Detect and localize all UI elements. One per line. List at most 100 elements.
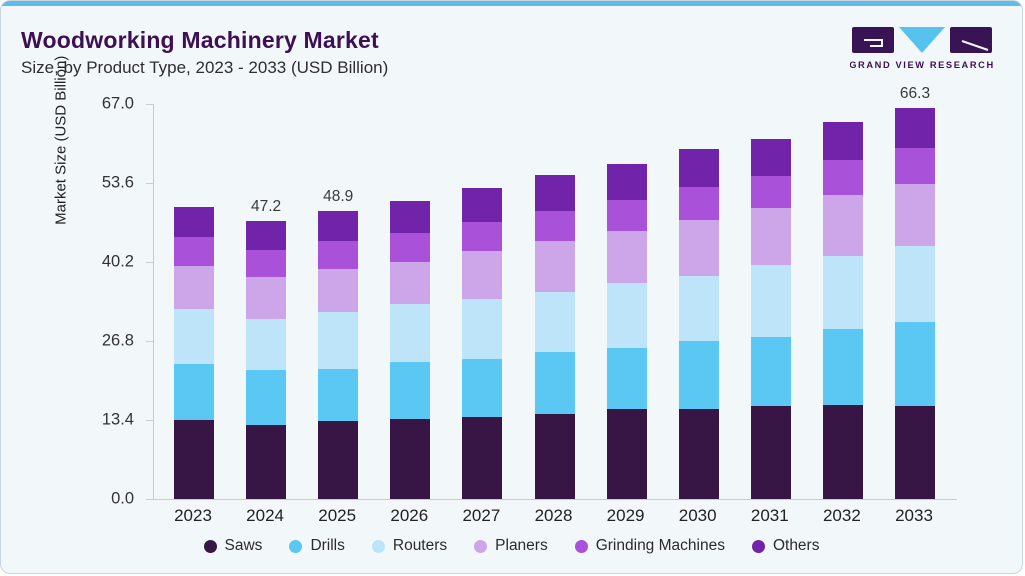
- legend-item-routers: Routers: [371, 537, 448, 555]
- bar-segment-routers: [390, 304, 431, 362]
- y-tick-mark: [146, 104, 153, 105]
- bar-value-label: 48.9: [323, 187, 354, 205]
- top-accent-bar: [1, 1, 1022, 6]
- bar-segment-saws: [318, 421, 359, 499]
- page-title: Woodworking Machinery Market: [21, 27, 379, 53]
- logo-g-glyph: [864, 39, 883, 47]
- bar-segment-planers: [750, 207, 791, 265]
- bar-segment-planers: [318, 269, 359, 312]
- bar-segment-saws: [606, 409, 647, 499]
- x-tick-label: 2031: [750, 506, 789, 525]
- grand-view-research-logo: GRAND VIEW RESEARCH: [850, 27, 995, 70]
- bar-segment-drills: [822, 329, 863, 405]
- x-tick-label: 2032: [822, 506, 861, 525]
- y-tick-mark: [146, 183, 153, 184]
- x-tick-label: 2030: [678, 506, 717, 525]
- bar-segment-grinding-machines: [534, 211, 575, 242]
- bar-segment-others: [606, 163, 647, 200]
- x-tick-label: 2033: [895, 506, 933, 525]
- bar-value-label: 47.2: [251, 197, 282, 215]
- bar-segment-routers: [174, 309, 214, 364]
- legend-item-saws: Saws: [203, 537, 263, 555]
- bar-segment-grinding-machines: [174, 237, 214, 266]
- bar-segment-grinding-machines: [822, 160, 863, 195]
- bar-segment-drills: [318, 368, 359, 422]
- bar-segment-drills: [750, 336, 791, 407]
- bar-segment-others: [462, 187, 503, 222]
- bar-segment-planers: [606, 230, 647, 283]
- legend-item-drills: Drills: [289, 537, 345, 555]
- bar-segment-routers: [246, 318, 287, 371]
- logo-r-block: [950, 27, 992, 53]
- bar-segment-saws: [895, 405, 935, 499]
- bar-segment-others: [895, 108, 935, 148]
- y-tick-label: 53.6: [101, 173, 134, 192]
- x-tick-label: 2028: [534, 506, 573, 525]
- y-tick-label: 26.8: [101, 331, 134, 350]
- bar-segment-saws: [750, 406, 791, 499]
- bar-segment-grinding-machines: [390, 232, 431, 262]
- bar-segment-others: [678, 149, 719, 187]
- bar-segment-saws: [390, 419, 431, 499]
- x-tick-label: 2029: [606, 506, 645, 525]
- x-tick-label: 2027: [462, 506, 501, 525]
- bar-segment-others: [246, 220, 287, 250]
- legend-label: Grinding Machines: [595, 537, 725, 554]
- bar-segment-grinding-machines: [678, 186, 719, 221]
- bar-segment-routers: [462, 299, 503, 359]
- bar-segment-drills: [534, 352, 575, 415]
- bar-segment-grinding-machines: [462, 221, 503, 252]
- bar-segment-routers: [750, 264, 791, 337]
- y-tick-mark: [146, 262, 153, 263]
- legend-item-planers: Planers: [474, 537, 548, 555]
- legend-swatch-icon: [371, 539, 385, 553]
- bar-segment-grinding-machines: [895, 147, 935, 184]
- bar-segment-saws: [462, 417, 503, 499]
- bar-segment-routers: [822, 256, 863, 330]
- plot-area: 47.2 48.9 66.3: [153, 85, 957, 500]
- legend-label: Routers: [392, 537, 448, 554]
- bar-segment-planers: [174, 265, 214, 310]
- bar-segment-drills: [895, 322, 935, 406]
- bar-segment-drills: [462, 358, 503, 418]
- y-tick-mark: [146, 499, 153, 500]
- x-tick-label: 2023: [174, 506, 212, 525]
- bar-segment-others: [750, 138, 791, 176]
- legend-label: Others: [772, 537, 820, 554]
- x-tick-label: 2025: [318, 506, 357, 525]
- logo-v-triangle: [899, 27, 945, 53]
- x-tick-label: 2024: [246, 506, 284, 525]
- bar-segment-others: [174, 206, 214, 238]
- bar-value-label: 66.3: [899, 85, 931, 103]
- y-axis-title: Market Size (USD Billion): [52, 55, 70, 225]
- legend-label: Saws: [224, 537, 263, 554]
- legend-label: Drills: [310, 537, 345, 554]
- y-tick-label: 13.4: [101, 410, 134, 429]
- bar-segment-routers: [895, 246, 935, 323]
- bar-segment-saws: [822, 404, 863, 499]
- bar-segment-planers: [895, 183, 935, 247]
- bar-segment-others: [390, 201, 431, 233]
- bar-segment-grinding-machines: [246, 249, 287, 278]
- legend-item-grinding-machines: Grinding Machines: [574, 537, 725, 555]
- y-tick-label: 40.2: [101, 252, 134, 271]
- bar-segment-routers: [318, 311, 359, 369]
- bar-segment-others: [534, 175, 575, 212]
- page-subtitle: Size, by Product Type, 2023 - 2033 (USD …: [21, 58, 389, 77]
- y-tick-mark: [146, 341, 153, 342]
- bar-segment-planers: [822, 194, 863, 257]
- bar-segment-saws: [678, 408, 719, 499]
- bar-segment-planers: [534, 241, 575, 293]
- bar-segment-grinding-machines: [606, 199, 647, 231]
- bar-segment-planers: [678, 220, 719, 276]
- bar-segment-drills: [174, 364, 214, 420]
- y-tick-label: 0.0: [111, 489, 134, 508]
- y-tick-mark: [146, 420, 153, 421]
- bar-segment-routers: [534, 292, 575, 353]
- legend: Saws Drills Routers Planers Grinding Machine…: [1, 537, 1022, 555]
- logo-text: GRAND VIEW RESEARCH: [850, 60, 995, 70]
- legend-item-others: Others: [751, 537, 820, 555]
- bar-segment-saws: [246, 424, 287, 499]
- legend-swatch-icon: [574, 539, 588, 553]
